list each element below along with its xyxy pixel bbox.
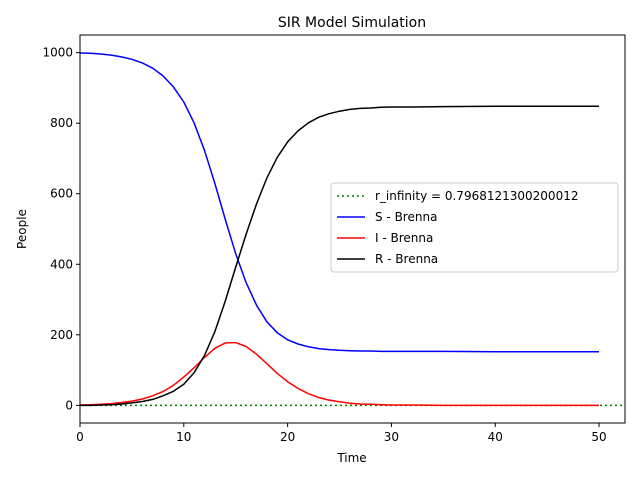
series-line-s bbox=[79, 52, 599, 353]
x-tick-label: 10 bbox=[176, 430, 191, 444]
x-axis-label: Time bbox=[336, 451, 366, 465]
legend-label: S - Brenna bbox=[375, 210, 437, 224]
legend-label: I - Brenna bbox=[375, 231, 433, 245]
y-axis-label: People bbox=[15, 209, 29, 249]
x-tick-label: 40 bbox=[488, 430, 503, 444]
series-line-r bbox=[80, 105, 599, 407]
legend-box bbox=[330, 182, 619, 273]
y-tick-label: 200 bbox=[50, 328, 73, 342]
y-tick-label: 1000 bbox=[42, 46, 73, 60]
x-tick-label: 30 bbox=[384, 430, 399, 444]
plot-frame bbox=[79, 34, 626, 424]
y-tick-label: 0 bbox=[65, 398, 73, 412]
x-tick-label: 50 bbox=[591, 430, 606, 444]
legend: r_infinity = 0.7968121300200012 S - Brenn… bbox=[330, 182, 619, 273]
x-tick-label: 20 bbox=[280, 430, 295, 444]
x-tick-label: 0 bbox=[76, 430, 84, 444]
series-line-i bbox=[79, 341, 599, 407]
y-tick-label: 800 bbox=[50, 116, 73, 130]
y-axis-ticks: 0 200 400 600 800 1000 bbox=[42, 46, 80, 412]
x-axis-ticks: 0 10 20 30 40 50 bbox=[76, 423, 607, 444]
chart-title: SIR Model Simulation bbox=[278, 15, 426, 31]
legend-label: r_infinity = 0.7968121300200012 bbox=[375, 189, 578, 203]
y-tick-label: 400 bbox=[50, 257, 73, 271]
legend-label: R - Brenna bbox=[375, 252, 438, 266]
series-lines bbox=[79, 52, 599, 407]
y-tick-label: 600 bbox=[50, 187, 73, 201]
